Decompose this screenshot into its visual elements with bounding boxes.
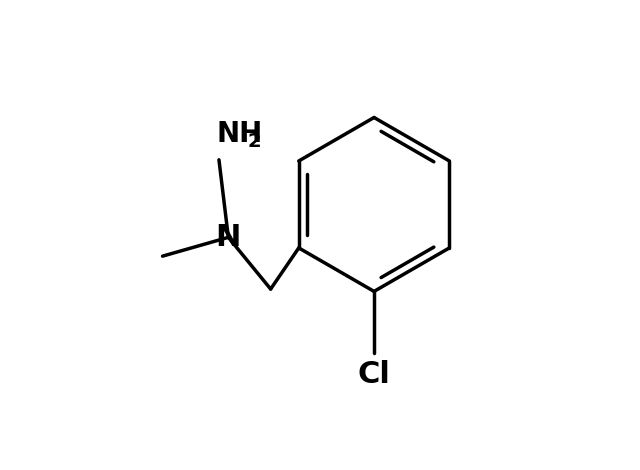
Text: N: N [216,223,241,252]
Text: NH: NH [216,120,263,148]
Text: 2: 2 [247,133,260,151]
Text: Cl: Cl [358,360,390,389]
